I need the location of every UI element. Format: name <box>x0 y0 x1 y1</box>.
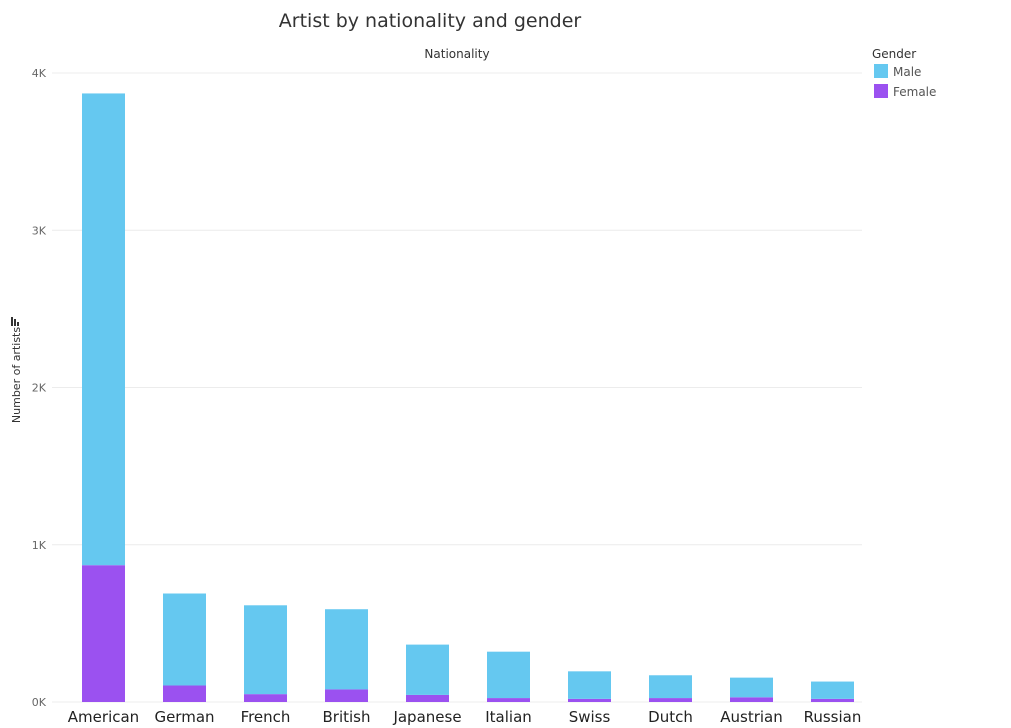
bar-dutch-female[interactable] <box>649 698 692 702</box>
legend-label-female: Female <box>893 85 936 99</box>
legend-item-male[interactable]: Male <box>874 64 921 79</box>
bar-german-male[interactable] <box>163 593 206 686</box>
bar-british-male[interactable] <box>325 609 368 690</box>
bar-swiss-male[interactable] <box>568 671 611 699</box>
legend: Gender Male Female <box>872 47 936 99</box>
x-tick-label: French <box>241 708 291 726</box>
bars <box>82 93 854 702</box>
bar-russian-female[interactable] <box>811 698 854 702</box>
y-tick-label: 2K <box>32 382 47 395</box>
bar-british-female[interactable] <box>325 689 368 702</box>
legend-label-male: Male <box>893 65 921 79</box>
bar-russian-male[interactable] <box>811 681 854 699</box>
legend-swatch-female <box>874 84 888 98</box>
y-axis-ticks: 0K 1K 2K 3K 4K <box>32 67 47 709</box>
bar-german-female[interactable] <box>163 685 206 702</box>
bar-italian-female[interactable] <box>487 698 530 702</box>
bar-american-female[interactable] <box>82 565 125 702</box>
chart-title: Artist by nationality and gender <box>279 10 582 32</box>
y-axis-label: Number of artists <box>10 327 23 423</box>
x-tick-label: Italian <box>485 708 532 726</box>
bar-swiss-female[interactable] <box>568 698 611 702</box>
bar-austrian-male[interactable] <box>730 677 773 698</box>
bar-french-female[interactable] <box>244 694 287 702</box>
x-tick-label: American <box>68 708 139 726</box>
legend-swatch-male <box>874 64 888 78</box>
x-tick-label: Japanese <box>392 708 461 726</box>
x-tick-label: Russian <box>804 708 862 726</box>
x-tick-label: British <box>323 708 371 726</box>
bar-austrian-female[interactable] <box>730 697 773 702</box>
legend-title: Gender <box>872 47 916 61</box>
bar-dutch-male[interactable] <box>649 675 692 699</box>
bar-japanese-female[interactable] <box>406 694 449 702</box>
y-tick-label: 3K <box>32 224 47 237</box>
x-tick-label: Austrian <box>720 708 783 726</box>
column-header: Nationality <box>424 47 489 61</box>
x-axis-ticks: American German French British Japanese Itali… <box>68 708 862 726</box>
bar-italian-male[interactable] <box>487 651 530 699</box>
x-tick-label: Dutch <box>648 708 693 726</box>
x-tick-label: German <box>154 708 214 726</box>
y-axis-label-group: Number of artists <box>10 327 23 423</box>
y-tick-label: 4K <box>32 67 47 80</box>
legend-item-female[interactable]: Female <box>874 84 936 99</box>
x-tick-label: Swiss <box>569 708 611 726</box>
bar-japanese-male[interactable] <box>406 644 449 695</box>
y-tick-label: 1K <box>32 539 47 552</box>
bar-american-male[interactable] <box>82 93 125 566</box>
y-tick-label: 0K <box>32 696 47 709</box>
gridlines <box>52 72 862 703</box>
sort-icon[interactable] <box>11 317 19 326</box>
bar-french-male[interactable] <box>244 605 287 695</box>
